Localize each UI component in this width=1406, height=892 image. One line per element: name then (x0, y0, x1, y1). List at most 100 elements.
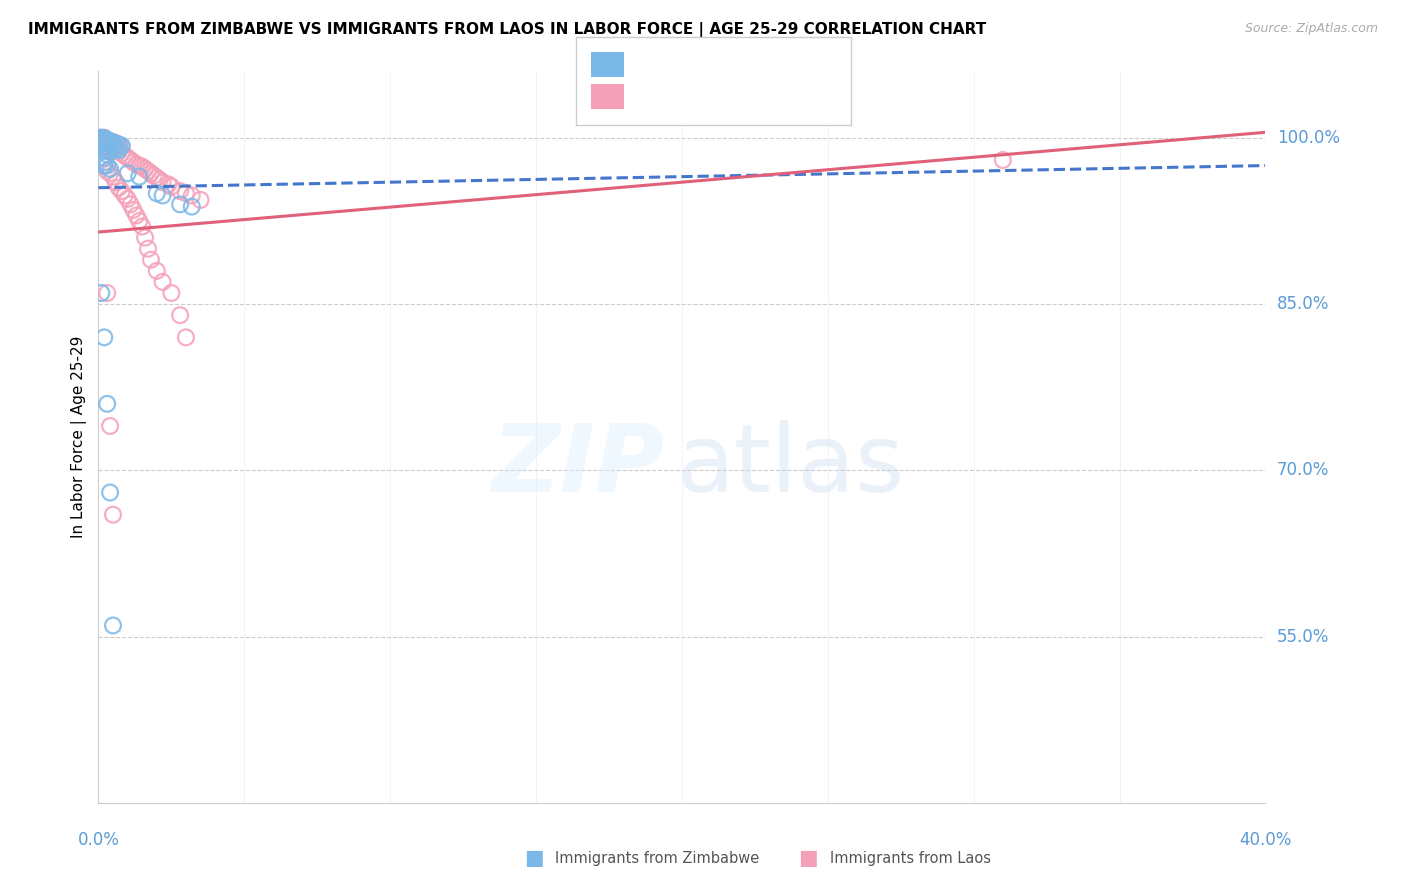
Point (101, 139, 124, 153)
Point (114, 188, 136, 202)
Text: ■: ■ (799, 848, 818, 868)
Text: Immigrants from Laos: Immigrants from Laos (830, 851, 991, 865)
Point (98, 142, 121, 156)
Point (146, 186, 169, 201)
Point (111, 139, 134, 153)
Point (108, 144, 131, 158)
Point (142, 169, 165, 183)
Text: 69: 69 (755, 90, 778, 105)
Point (117, 192, 139, 206)
Point (128, 169, 150, 184)
Point (93, 330, 115, 344)
Y-axis label: In Labor Force | Age 25-29: In Labor Force | Age 25-29 (72, 336, 87, 538)
Point (157, 178, 180, 192)
Point (98, 137, 121, 152)
Point (96, 397, 118, 411)
Point (104, 175, 127, 189)
Point (98, 134, 121, 148)
Point (190, 193, 212, 207)
Point (104, 136, 127, 151)
Point (125, 209, 148, 223)
Point (160, 285, 183, 300)
Point (90, 131, 112, 145)
Point (169, 184, 191, 198)
Point (90, 131, 112, 145)
Point (101, 137, 124, 152)
Point (93, 159, 115, 173)
Text: 85.0%: 85.0% (1277, 295, 1330, 313)
Point (96, 139, 118, 153)
Point (117, 151, 139, 165)
Point (96, 164, 118, 178)
Point (93, 155, 115, 169)
Point (134, 230, 156, 244)
Point (169, 308, 191, 322)
Point (98, 144, 121, 158)
Point (93, 133, 115, 147)
Point (90, 131, 112, 145)
Text: Source: ZipAtlas.com: Source: ZipAtlas.com (1244, 22, 1378, 36)
Point (108, 137, 131, 152)
Point (101, 618, 124, 632)
Point (93, 151, 115, 165)
Point (180, 188, 202, 202)
Point (139, 252, 162, 267)
Point (96, 144, 118, 158)
Text: 55.0%: 55.0% (1277, 628, 1330, 646)
Point (136, 242, 159, 256)
Point (96, 133, 118, 147)
Point (93, 139, 115, 153)
Point (180, 200, 202, 214)
Point (96, 159, 118, 173)
Point (98, 166, 121, 180)
Point (96, 136, 118, 150)
Point (104, 142, 127, 156)
Point (108, 138, 131, 153)
Text: ZIP: ZIP (492, 420, 665, 512)
Point (98, 136, 121, 151)
Point (98, 161, 121, 176)
Point (134, 161, 156, 176)
Point (149, 173, 172, 187)
Point (96, 137, 118, 152)
Point (93, 159, 115, 173)
Point (169, 197, 191, 211)
Point (120, 153, 142, 167)
Text: 40.0%: 40.0% (1239, 830, 1292, 848)
Point (101, 169, 124, 184)
Point (114, 148, 136, 162)
Text: R =: R = (631, 90, 666, 105)
Point (139, 166, 162, 180)
Point (90, 133, 112, 147)
Point (108, 143, 131, 157)
Point (111, 138, 134, 153)
Point (96, 147, 118, 161)
Text: 0.198: 0.198 (668, 90, 718, 105)
Point (98, 485, 121, 500)
Point (174, 330, 197, 344)
Point (991, 153, 1014, 167)
Text: 0.038: 0.038 (668, 58, 718, 73)
Point (152, 175, 174, 189)
Point (104, 136, 127, 151)
Point (98, 134, 121, 148)
Point (108, 180, 131, 194)
Text: ■: ■ (524, 848, 544, 868)
Point (125, 157, 148, 171)
Text: N =: N = (721, 90, 758, 105)
Point (101, 136, 124, 150)
Text: R =: R = (631, 58, 666, 73)
Point (93, 131, 115, 145)
Point (152, 188, 174, 202)
Point (93, 136, 115, 150)
Point (128, 159, 150, 173)
Point (128, 214, 150, 228)
Point (90, 131, 112, 145)
Point (96, 139, 118, 153)
Point (90, 285, 112, 300)
Point (131, 160, 153, 174)
Text: 39: 39 (755, 58, 778, 73)
Point (101, 144, 124, 158)
Text: 0.0%: 0.0% (77, 830, 120, 848)
Point (101, 136, 124, 150)
